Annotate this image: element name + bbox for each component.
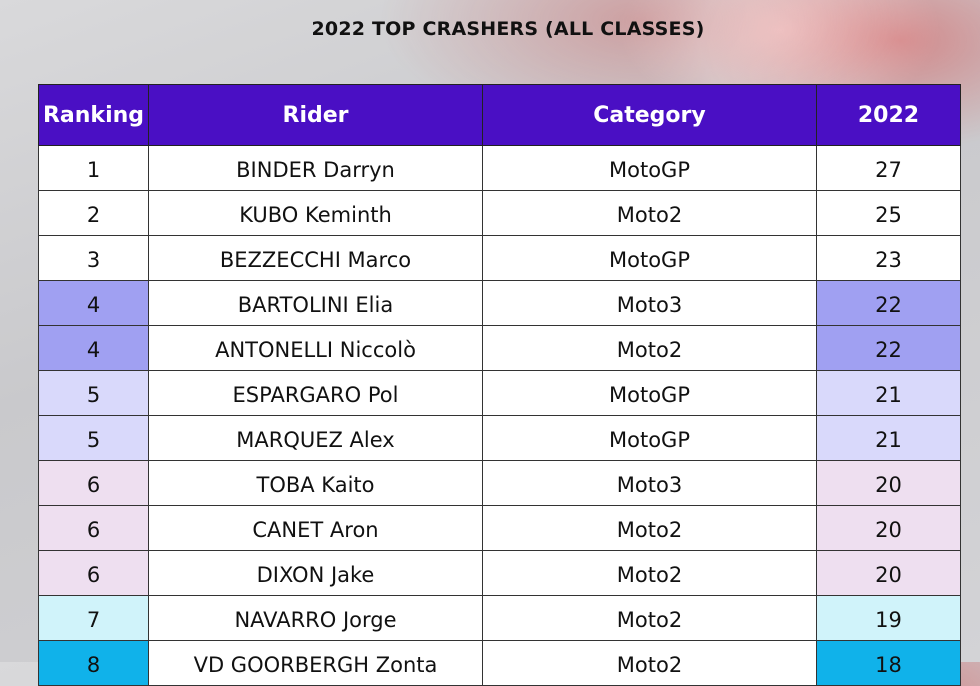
table-cell: Moto2 xyxy=(482,190,817,236)
table-cell: ANTONELLI Niccolò xyxy=(148,325,483,371)
table-cell: BARTOLINI Elia xyxy=(148,280,483,326)
table-row: 6 TOBA Kaito Moto3 20 xyxy=(38,460,961,506)
table-cell: Moto2 xyxy=(482,550,817,596)
table-cell: ESPARGARO Pol xyxy=(148,370,483,416)
table-cell: 21 xyxy=(816,370,961,416)
table-cell: 6 xyxy=(38,505,149,551)
table-cell: 6 xyxy=(38,550,149,596)
table-cell: Moto2 xyxy=(482,325,817,371)
table-row: 3 BEZZECCHI Marco MotoGP 23 xyxy=(38,235,961,281)
title: 2022 TOP CRASHERS (ALL CLASSES) xyxy=(311,18,705,40)
table-row: 6 CANET Aron Moto2 20 xyxy=(38,505,961,551)
table-cell: NAVARRO Jorge xyxy=(148,595,483,641)
table-cell: Moto3 xyxy=(482,280,817,326)
table-cell: 21 xyxy=(816,415,961,461)
table-cell: DIXON Jake xyxy=(148,550,483,596)
table-cell: 22 xyxy=(816,280,961,326)
table-cell: VD GOORBERGH Zonta xyxy=(148,640,483,686)
table-cell: MotoGP xyxy=(482,235,817,281)
table-cell: MotoGP xyxy=(482,145,817,191)
table-cell: BINDER Darryn xyxy=(148,145,483,191)
table-cell: Moto3 xyxy=(482,460,817,506)
table-cell: 18 xyxy=(816,640,961,686)
table-cell: 6 xyxy=(38,460,149,506)
table-cell: TOBA Kaito xyxy=(148,460,483,506)
table-cell: 5 xyxy=(38,415,149,461)
table-cell: 20 xyxy=(816,460,961,506)
table-cell: 20 xyxy=(816,550,961,596)
header-cell: Rider xyxy=(148,84,483,146)
table-cell: 4 xyxy=(38,325,149,371)
table-row: 8 VD GOORBERGH Zonta Moto2 18 xyxy=(38,640,961,686)
table-cell: 4 xyxy=(38,280,149,326)
table-row: 7 NAVARRO Jorge Moto2 19 xyxy=(38,595,961,641)
table-cell: 8 xyxy=(38,640,149,686)
table-cell: Moto2 xyxy=(482,595,817,641)
table-cell: MotoGP xyxy=(482,370,817,416)
table-cell: 19 xyxy=(816,595,961,641)
table-row: 1 BINDER Darryn MotoGP 27 xyxy=(38,145,961,191)
table-cell: 27 xyxy=(816,145,961,191)
table-cell: 22 xyxy=(816,325,961,371)
table-cell: 1 xyxy=(38,145,149,191)
table-cell: Moto2 xyxy=(482,505,817,551)
table-cell: 25 xyxy=(816,190,961,236)
header-cell: 2022 xyxy=(816,84,961,146)
table-cell: BEZZECCHI Marco xyxy=(148,235,483,281)
table-cell: Moto2 xyxy=(482,640,817,686)
header-cell: Ranking xyxy=(38,84,149,146)
table-cell: MARQUEZ Alex xyxy=(148,415,483,461)
table-cell: MotoGP xyxy=(482,415,817,461)
table-cell: CANET Aron xyxy=(148,505,483,551)
header-row: Ranking Rider Category 2022 xyxy=(38,84,961,146)
table-row: 5 MARQUEZ Alex MotoGP 21 xyxy=(38,415,961,461)
crashers-table: Ranking Rider Category 2022 1 BINDER Darryn M… xyxy=(38,84,961,686)
table-row: 5 ESPARGARO Pol MotoGP 21 xyxy=(38,370,961,416)
table-cell: 2 xyxy=(38,190,149,236)
table-cell: KUBO Keminth xyxy=(148,190,483,236)
table-cell: 20 xyxy=(816,505,961,551)
table-body: 1 BINDER Darryn MotoGP 27 2 KUBO Keminth Moto2… xyxy=(38,145,961,686)
header-cell: Category xyxy=(482,84,817,146)
table-cell: 3 xyxy=(38,235,149,281)
table-row: 4 ANTONELLI Niccolò Moto2 22 xyxy=(38,325,961,371)
table-cell: 5 xyxy=(38,370,149,416)
table-cell: 23 xyxy=(816,235,961,281)
table-cell: 7 xyxy=(38,595,149,641)
table-row: 2 KUBO Keminth Moto2 25 xyxy=(38,190,961,236)
table-row: 6 DIXON Jake Moto2 20 xyxy=(38,550,961,596)
table-row: 4 BARTOLINI Elia Moto3 22 xyxy=(38,280,961,326)
